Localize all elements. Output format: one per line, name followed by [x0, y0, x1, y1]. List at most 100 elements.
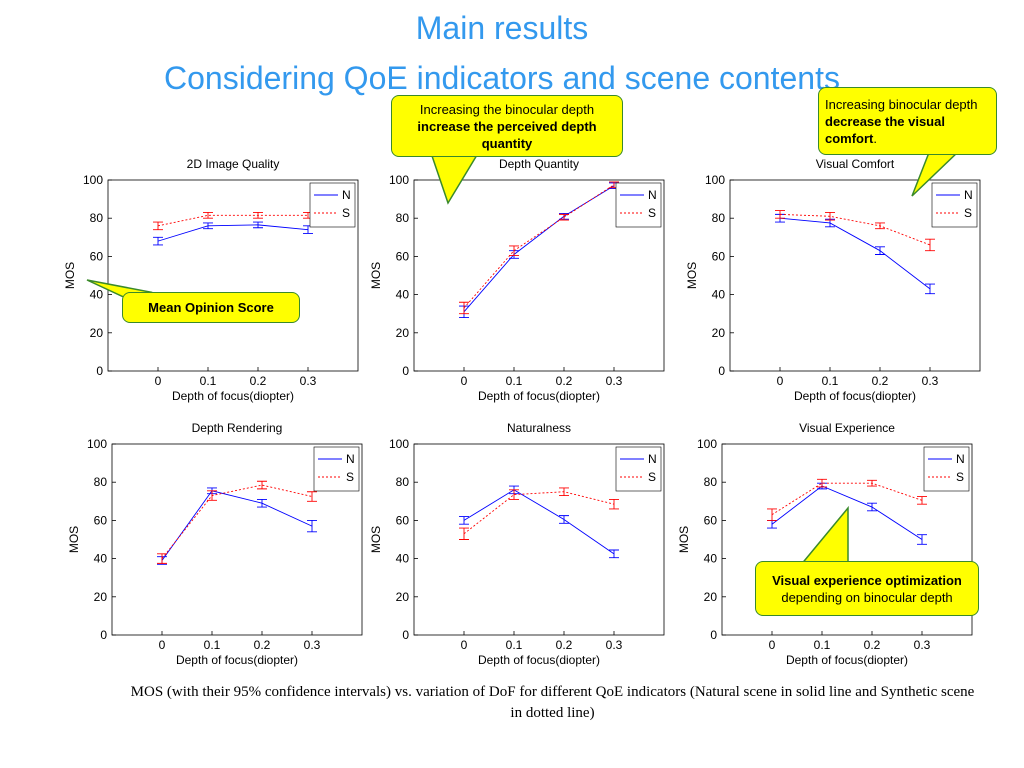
error-bar	[157, 553, 167, 564]
error-bar	[925, 283, 935, 295]
callout-part: decrease the visual comfort	[825, 113, 945, 146]
legend-label: S	[648, 206, 656, 220]
callout: Visual experience optimization depending…	[755, 561, 979, 616]
legend-label: N	[964, 188, 973, 202]
x-axis-label: Depth of focus(diopter)	[786, 653, 908, 667]
chart: Visual Comfort Depth of focus(diopter) MOS…	[685, 157, 981, 403]
y-tick-label: 0	[100, 628, 107, 642]
callout-part: Mean Opinion Score	[148, 300, 274, 315]
y-tick-label: 100	[697, 437, 717, 451]
legend-box	[615, 446, 662, 492]
pointer	[428, 149, 482, 205]
error-bar	[459, 516, 469, 525]
callout: Increasing the binocular depth increase …	[391, 95, 623, 157]
error-bar	[917, 496, 927, 505]
y-tick-label: 60	[712, 249, 726, 263]
y-tick-label: 80	[94, 475, 108, 489]
pointer	[911, 149, 962, 197]
error-bar	[459, 301, 469, 315]
x-tick-label: 0.1	[506, 374, 523, 388]
x-tick-label: 0.2	[872, 374, 889, 388]
x-tick-label: 0	[777, 374, 784, 388]
x-axis-label: Depth of focus(diopter)	[794, 389, 916, 403]
chart: Naturalness Depth of focus(diopter) MOS 0 20…	[369, 421, 665, 667]
y-tick-label: 60	[704, 513, 718, 527]
chart-title: Visual Comfort	[816, 157, 895, 171]
series-line	[157, 224, 309, 242]
callout-text: Mean Opinion Score	[148, 299, 274, 316]
legend-label: S	[342, 206, 350, 220]
y-tick-label: 60	[396, 249, 410, 263]
error-bar	[767, 508, 777, 521]
error-bar	[925, 238, 935, 252]
error-bar	[775, 210, 785, 219]
series-line	[779, 217, 931, 290]
y-tick-label: 40	[94, 552, 108, 566]
callout-part: .	[873, 130, 878, 146]
legend-label: S	[346, 470, 354, 484]
error-bar	[203, 222, 213, 230]
y-tick-label: 0	[710, 628, 717, 642]
y-tick-label: 40	[712, 288, 726, 302]
callout: Mean Opinion Score	[122, 292, 300, 323]
chart: Depth Quantity Depth of focus(diopter) MOS…	[369, 157, 665, 403]
x-tick-label: 0	[461, 374, 468, 388]
x-tick-label: 0.1	[200, 374, 217, 388]
error-bar	[917, 534, 927, 545]
slide-title: Main results	[415, 10, 589, 46]
y-tick-label: 80	[396, 475, 410, 489]
x-tick-label: 0.1	[506, 638, 523, 652]
y-tick-label: 40	[396, 552, 410, 566]
error-bar	[559, 213, 569, 221]
chart-title: 2D Image Quality	[187, 157, 280, 171]
callout: Increasing binocular depth decrease the …	[818, 87, 997, 155]
error-bar	[257, 498, 267, 508]
legend-box	[615, 182, 662, 228]
series-line	[463, 491, 615, 535]
error-bar	[875, 222, 885, 230]
x-tick-label: 0.3	[606, 374, 623, 388]
legend-label: S	[964, 206, 972, 220]
x-tick-label: 0.3	[300, 374, 317, 388]
error-bar	[509, 489, 519, 500]
series-line	[161, 490, 313, 561]
error-bar	[253, 221, 263, 229]
plot-area	[413, 443, 665, 636]
y-tick-label: 100	[389, 173, 409, 187]
error-bar	[609, 498, 619, 510]
series-line	[161, 484, 313, 559]
series-line	[779, 213, 931, 246]
error-bar	[459, 527, 469, 540]
chart-title: Depth Quantity	[499, 157, 579, 171]
legend-box	[931, 182, 978, 228]
chart-title: Visual Experience	[799, 421, 895, 435]
legend-label: N	[648, 452, 657, 466]
chart-title: Depth Rendering	[192, 421, 283, 435]
callout-text: Increasing the binocular depth increase …	[398, 101, 616, 152]
y-tick-label: 40	[704, 552, 718, 566]
y-tick-label: 20	[94, 590, 108, 604]
x-tick-label: 0	[769, 638, 776, 652]
chart-title: Naturalness	[507, 421, 571, 435]
legend-label: N	[346, 452, 355, 466]
callout-text: Increasing binocular depth decrease the …	[825, 96, 990, 147]
x-tick-label: 0.2	[556, 374, 573, 388]
y-axis-label: MOS	[369, 526, 383, 553]
y-tick-label: 20	[712, 326, 726, 340]
y-tick-label: 100	[83, 173, 103, 187]
y-axis-label: MOS	[63, 262, 77, 289]
error-bar	[867, 479, 877, 487]
y-tick-label: 100	[389, 437, 409, 451]
legend-label: N	[956, 452, 965, 466]
y-tick-label: 100	[87, 437, 107, 451]
y-tick-label: 60	[94, 513, 108, 527]
y-tick-label: 0	[718, 364, 725, 378]
callout-part: Increasing binocular depth	[825, 96, 978, 112]
error-bar	[257, 480, 267, 490]
y-tick-label: 20	[396, 590, 410, 604]
y-axis-label: MOS	[677, 526, 691, 553]
y-tick-label: 20	[704, 590, 718, 604]
error-bar	[307, 519, 317, 533]
error-bar	[817, 478, 827, 488]
